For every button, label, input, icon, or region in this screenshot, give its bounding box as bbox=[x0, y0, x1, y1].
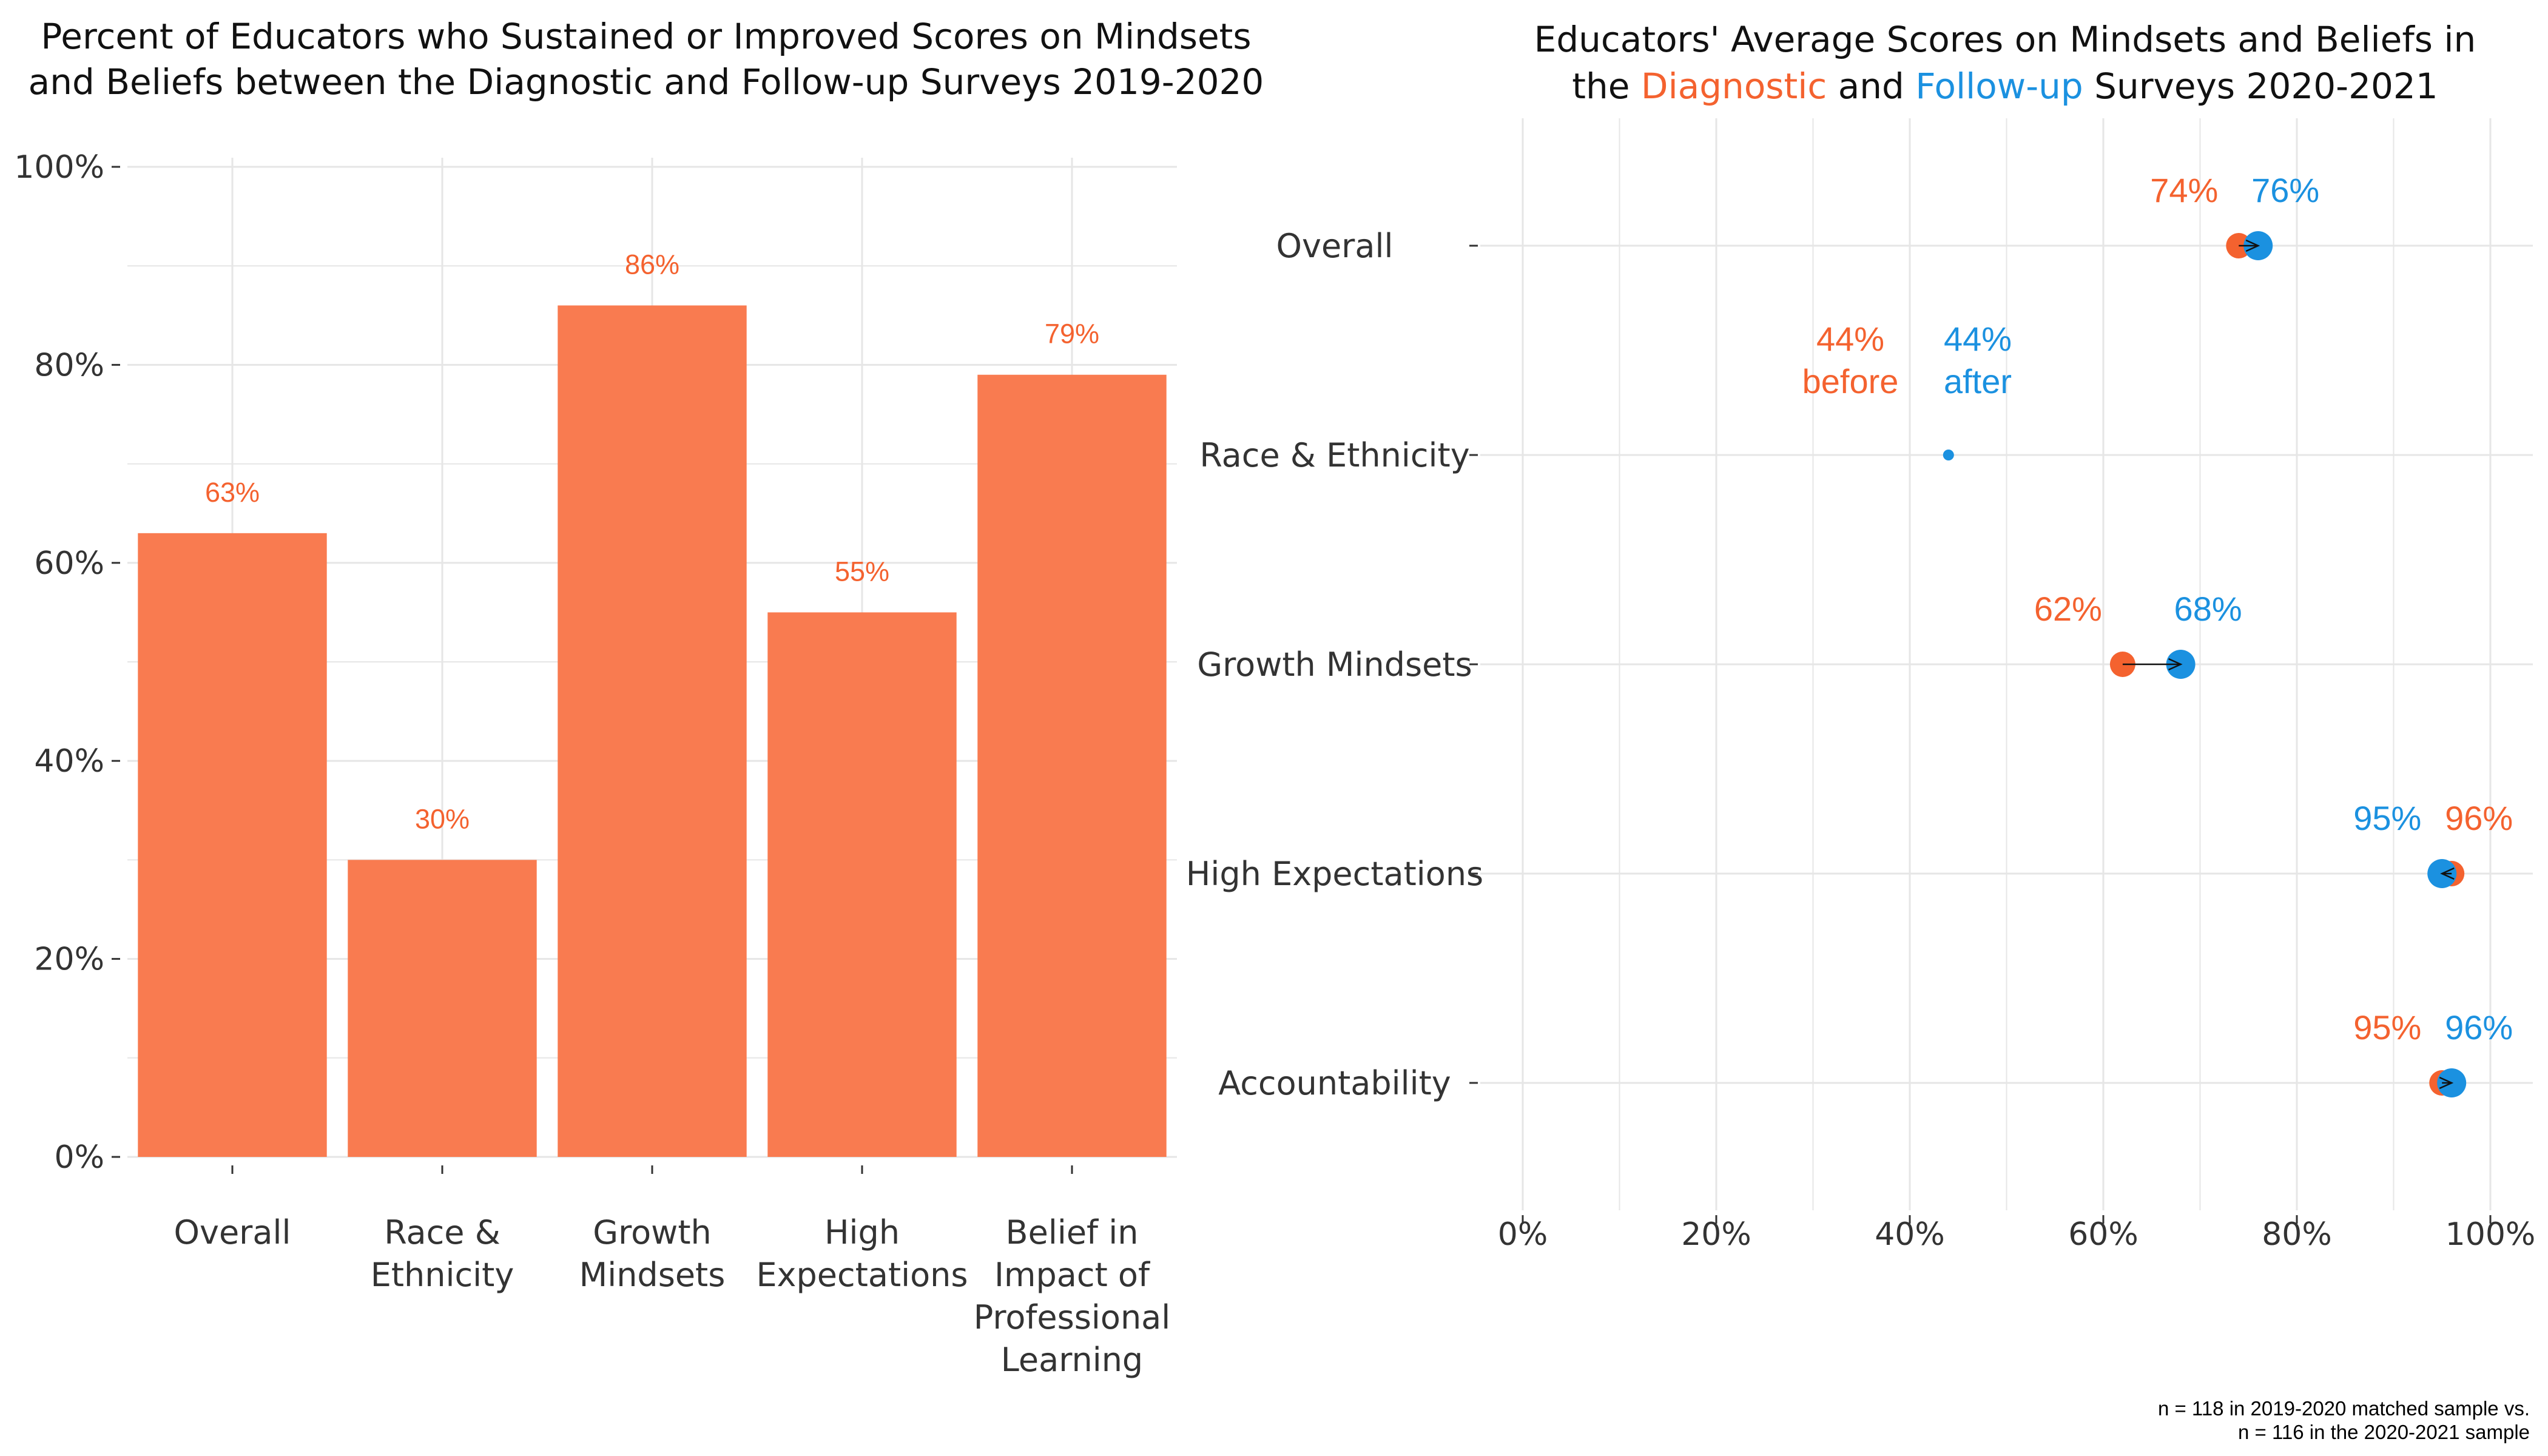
right-y-tick-label: High Expectations bbox=[1186, 855, 1483, 893]
left-x-tick-label: Mindsets bbox=[579, 1256, 726, 1294]
diagnostic-value-label: 95% bbox=[2353, 1008, 2421, 1046]
right-x-tick-label: 60% bbox=[2068, 1216, 2138, 1253]
right-y-tick-label: Accountability bbox=[1218, 1064, 1451, 1102]
followup-value-label: 68% bbox=[2174, 590, 2242, 628]
followup-value-label: after bbox=[1944, 362, 2012, 400]
right-x-tick-label: 100% bbox=[2445, 1216, 2536, 1253]
diagnostic-value-label: 62% bbox=[2034, 590, 2102, 628]
left-x-tick-label: High bbox=[824, 1213, 900, 1252]
diagnostic-value-label: before bbox=[1802, 362, 1899, 400]
footnote-line-2: n = 116 in the 2020-2021 sample bbox=[2238, 1421, 2530, 1443]
right-y-tick-label: Growth Mindsets bbox=[1197, 645, 1472, 684]
left-x-tick-label: Ethnicity bbox=[371, 1256, 514, 1294]
right-gridlines bbox=[1480, 118, 2533, 1210]
bar-2 bbox=[558, 305, 747, 1158]
followup-dot bbox=[1943, 450, 1954, 460]
left-bar-chart: 0% 20% 40% 60% 80% 100% 63% Overall 30% Race & Eth… bbox=[14, 149, 1170, 1379]
left-y-tick-label: 40% bbox=[34, 743, 104, 780]
right-x-tick-label: 20% bbox=[1681, 1216, 1751, 1253]
diagnostic-value-label: 44% bbox=[1816, 320, 1884, 358]
left-x-tick-label: Learning bbox=[1001, 1341, 1143, 1379]
right-title-pre: the bbox=[1572, 66, 1641, 107]
change-arrow-head bbox=[2440, 867, 2455, 880]
left-title-line-1: Percent of Educators who Sustained or Im… bbox=[41, 16, 1251, 57]
left-x-tick-label: Belief in bbox=[1006, 1213, 1139, 1252]
left-x-tick-label: Race & bbox=[384, 1213, 500, 1252]
change-arrow-head bbox=[2245, 239, 2260, 252]
bar-value-label: 55% bbox=[835, 556, 889, 587]
diagnostic-value-label: 74% bbox=[2150, 171, 2218, 209]
bar-3 bbox=[767, 612, 957, 1157]
right-dot-chart: 0% 20% 40% 60% 80% 100% Overall 74% 76% Race & Et… bbox=[1186, 171, 2536, 1253]
footnote-line-1: n = 118 in 2019-2020 matched sample vs. bbox=[2158, 1397, 2530, 1420]
followup-value-label: 76% bbox=[2251, 171, 2319, 209]
left-x-tick-label: Expectations bbox=[756, 1256, 968, 1294]
followup-value-label: 44% bbox=[1944, 320, 2012, 358]
right-x-tick-label: 40% bbox=[1875, 1216, 1945, 1253]
bar-4 bbox=[977, 374, 1167, 1157]
right-title-followup: Follow-up bbox=[1915, 66, 2083, 107]
left-y-tick-label: 60% bbox=[34, 545, 104, 582]
right-title-line-2: the Diagnostic and Follow-up Surveys 202… bbox=[1572, 66, 2438, 107]
right-x-tick-label: 0% bbox=[1498, 1216, 1548, 1253]
left-title-line-2: and Beliefs between the Diagnostic and F… bbox=[29, 61, 1264, 103]
right-title-line-1: Educators' Average Scores on Mindsets an… bbox=[1534, 19, 2476, 60]
followup-value-label: 95% bbox=[2353, 799, 2421, 837]
bar-value-label: 30% bbox=[415, 803, 470, 834]
right-title-diagnostic: Diagnostic bbox=[1641, 66, 1827, 107]
bar-value-label: 79% bbox=[1045, 318, 1099, 349]
bar-value-label: 86% bbox=[625, 249, 679, 280]
change-arrow-head bbox=[2439, 1076, 2454, 1090]
bar-value-label: 63% bbox=[205, 477, 260, 508]
left-y-tick-label: 0% bbox=[55, 1139, 105, 1176]
left-y-tick-label: 100% bbox=[14, 149, 104, 186]
change-arrow-head bbox=[2168, 658, 2183, 671]
left-y-tick-label: 80% bbox=[34, 347, 104, 383]
left-x-tick-label: Impact of bbox=[994, 1256, 1151, 1294]
right-title-mid: and bbox=[1827, 66, 1915, 107]
followup-value-label: 96% bbox=[2445, 1008, 2513, 1046]
right-title-post: Surveys 2020-2021 bbox=[2083, 66, 2438, 107]
right-y-tick-label: Race & Ethnicity bbox=[1199, 436, 1469, 474]
diagnostic-value-label: 96% bbox=[2445, 799, 2513, 837]
bar-1 bbox=[348, 860, 537, 1157]
left-y-tick-label: 20% bbox=[34, 942, 104, 978]
bar-0 bbox=[138, 533, 327, 1157]
right-x-tick-label: 80% bbox=[2262, 1216, 2332, 1253]
left-x-tick-label: Growth bbox=[593, 1213, 711, 1252]
right-y-tick-label: Overall bbox=[1276, 227, 1394, 265]
left-x-tick-label: Professional bbox=[974, 1298, 1171, 1336]
left-x-tick-label: Overall bbox=[174, 1213, 291, 1252]
